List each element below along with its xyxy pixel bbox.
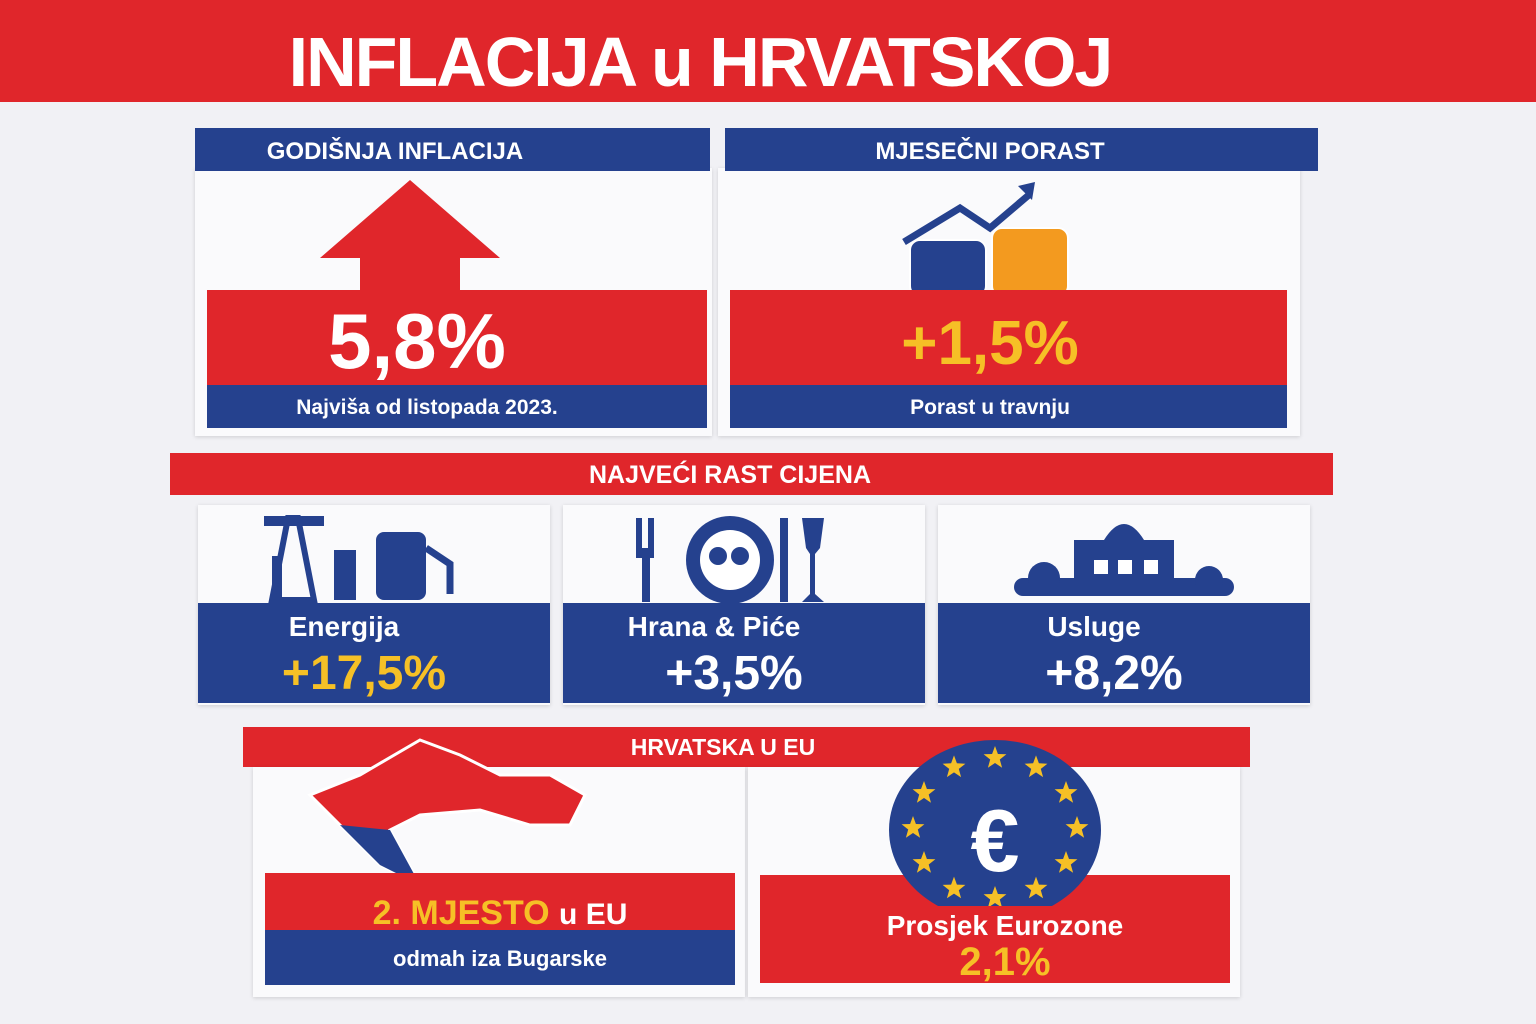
star: [1065, 816, 1089, 838]
rank-suffix: u EU: [559, 898, 628, 931]
coins-icon: [902, 182, 1069, 297]
rank-note: odmah iza Bugarske: [393, 946, 607, 971]
value: +1,5%: [901, 309, 1079, 378]
panel-header: [725, 128, 1318, 171]
value: 5,8%: [328, 297, 506, 385]
category-value: +17,5%: [281, 647, 447, 700]
map-icon: [307, 738, 587, 889]
section-title: NAJVEĆI RAST CIJENA: [589, 461, 871, 489]
star: [912, 781, 936, 803]
eu-flag-icon: [889, 740, 1101, 906]
euro-symbol: €: [970, 791, 1020, 890]
star: [1054, 781, 1078, 803]
star: [983, 886, 1007, 906]
panel-header: [195, 128, 710, 171]
star: [1054, 851, 1078, 873]
rank-block: [265, 873, 735, 930]
category-icon: [636, 516, 824, 604]
average-label: Prosjek Eurozone: [886, 910, 1124, 941]
note: Najviša od listopada 2023.: [296, 396, 558, 419]
star: [912, 851, 936, 873]
panel-title: MJESEČNI PORAST: [875, 138, 1105, 165]
note-block: [730, 385, 1287, 428]
value-block: [730, 290, 1287, 385]
section-banner: [170, 453, 1333, 495]
arrow-icon: [320, 180, 500, 292]
note: Porast u travnju: [910, 396, 1070, 419]
category-value: +3,5%: [665, 647, 803, 700]
category-value: +8,2%: [1045, 647, 1183, 700]
star: [901, 816, 925, 838]
note-block: [207, 385, 707, 428]
value-block: [207, 290, 707, 385]
category-block: [198, 603, 550, 703]
panel-title: GODIŠNJA INFLACIJA: [266, 138, 524, 165]
category-icon: [264, 515, 454, 603]
average-value: 2,1%: [959, 940, 1051, 984]
star: [942, 755, 966, 778]
star: [1024, 755, 1048, 778]
rank: 2. MJESTO: [372, 894, 550, 932]
star: [942, 876, 966, 899]
category-label: Usluge: [1047, 611, 1141, 642]
star: [1024, 876, 1048, 899]
category-icon: [1014, 524, 1234, 596]
section-title: HRVATSKA U EU: [630, 734, 816, 760]
note-block: [265, 930, 735, 985]
star: [983, 746, 1007, 768]
category-block: [563, 603, 925, 703]
category-label: Energija: [288, 611, 400, 642]
category-label: Hrana & Piće: [627, 611, 801, 642]
category-block: [938, 603, 1310, 703]
rank-line: 2. MJESTO u EU: [265, 894, 735, 933]
title-band: [0, 0, 1536, 102]
title: INFLACIJA u HRVATSKOJ: [288, 23, 1114, 101]
